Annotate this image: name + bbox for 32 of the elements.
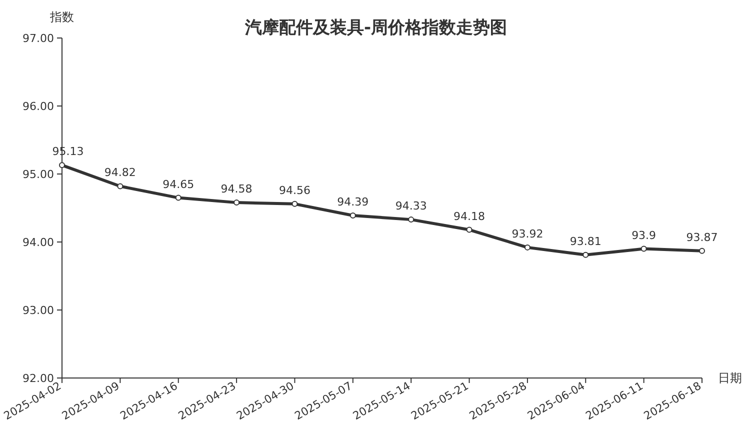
point [466,226,472,233]
data-label: 94.82 [104,166,136,180]
point [524,244,530,250]
point [350,212,356,218]
y-axis-title: 指数 [49,10,74,24]
point [408,216,414,223]
point [699,248,705,254]
data-label: 94.56 [278,184,310,197]
y-tick-label: 96.00 [22,100,54,113]
chart-title: 汽摩配件及装具-周价格指数走势图 [244,18,508,38]
data-label: 94.18 [454,210,486,223]
point [175,194,182,201]
point [582,252,589,258]
data-label: 94.58 [220,182,252,196]
point [117,183,124,190]
y-tick-label: 92.00 [22,372,54,385]
y-tick-label: 95.00 [22,168,54,181]
data-label: 94.65 [162,178,194,191]
data-label: 93.81 [570,234,602,248]
y-tick-label: 97.00 [22,32,54,45]
y-tick-label: 93.00 [22,304,54,317]
data-label: 94.39 [337,195,369,208]
y-tick-label: 94.00 [22,236,54,249]
data-label: 93.9 [632,228,656,242]
point [292,200,298,207]
point [59,162,65,168]
data-label: 94.33 [395,200,427,213]
data-label: 93.87 [686,230,718,244]
data-label: 93.92 [512,227,544,240]
point [234,200,240,206]
point [640,246,647,252]
x-axis-title: 日期 [718,371,742,385]
